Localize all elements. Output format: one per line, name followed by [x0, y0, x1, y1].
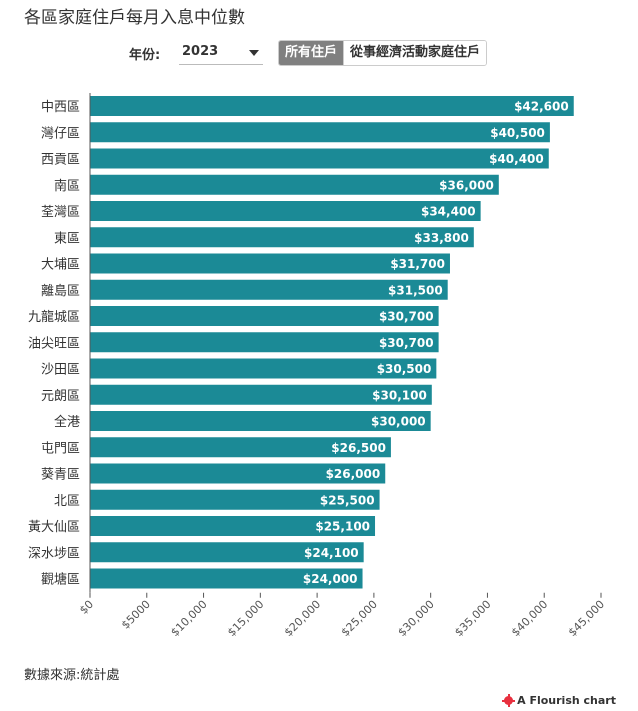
category-label: 北區 — [54, 494, 80, 509]
chart-title: 各區家庭住戶每月入息中位數 — [24, 8, 245, 28]
category-label: 觀塘區 — [41, 572, 80, 588]
category-label: 九龍城區 — [28, 309, 80, 325]
bar-value-label: $30,500 — [377, 362, 432, 376]
bars — [90, 96, 574, 589]
year-dropdown[interactable]: 2023 — [179, 40, 263, 65]
x-tick-label: $10,000 — [168, 598, 209, 639]
bar-value-label: $25,100 — [315, 520, 370, 534]
flourish-credit[interactable]: A Flourish chart — [502, 694, 616, 707]
year-dropdown-value: 2023 — [182, 44, 219, 59]
bar-value-label: $31,700 — [390, 257, 445, 271]
bar[interactable] — [90, 358, 437, 379]
bar-value-label: $36,000 — [439, 178, 494, 192]
flourish-logo-icon — [502, 694, 516, 707]
bar-value-label: $30,000 — [371, 415, 426, 429]
bar-value-label: $24,100 — [304, 546, 359, 560]
bar[interactable] — [90, 227, 474, 248]
category-label: 元朗區 — [41, 389, 80, 404]
bar-value-label: $24,000 — [303, 572, 358, 586]
x-tick-label: $0 — [77, 598, 96, 617]
bar[interactable] — [90, 411, 431, 431]
bar-value-label: $42,600 — [514, 100, 569, 114]
category-label: 灣仔區 — [41, 126, 80, 141]
x-tick-label: $35,000 — [452, 598, 493, 639]
category-label: 東區 — [54, 230, 80, 246]
category-label: 中西區 — [41, 100, 80, 115]
x-tick-label: $15,000 — [225, 598, 266, 639]
economically-active-households-button[interactable]: 從事經濟活動家庭住戶 — [343, 41, 487, 65]
bar-value-labels: $42,600 $40,500 $40,400 $36,000 $34,400 $33,8… — [303, 100, 569, 587]
bar-value-label: $26,000 — [326, 467, 381, 481]
year-label: 年份: — [129, 48, 161, 63]
x-tick-label: $30,000 — [395, 598, 436, 639]
category-label: 黃大仙區 — [28, 520, 80, 535]
bar-value-label: $34,400 — [421, 205, 476, 219]
chart-controls: 年份: 2023 所有住戶 從事經濟活動家庭住戶 — [0, 38, 638, 66]
bar-value-label: $30,700 — [379, 336, 434, 350]
bar[interactable] — [90, 148, 549, 169]
bar[interactable] — [90, 279, 448, 300]
category-label: 離島區 — [41, 284, 80, 299]
bar[interactable] — [90, 174, 499, 195]
category-label: 油尖旺區 — [28, 336, 80, 351]
bar-value-label: $33,800 — [414, 231, 469, 245]
source-note: 數據來源:統計處 — [24, 668, 120, 683]
bar[interactable] — [90, 516, 376, 536]
chevron-down-icon — [249, 50, 259, 56]
x-tick-label: $20,000 — [282, 598, 323, 639]
bar[interactable] — [90, 306, 439, 326]
category-label: 大埔區 — [41, 258, 80, 273]
household-type-toggle: 所有住戶 從事經濟活動家庭住戶 — [278, 40, 488, 66]
bar[interactable] — [90, 542, 364, 563]
category-label: 全港 — [54, 414, 80, 430]
category-label: 西貢區 — [41, 153, 80, 168]
bar[interactable] — [90, 122, 550, 143]
bar-value-label: $40,400 — [489, 152, 544, 166]
bar[interactable] — [90, 384, 432, 405]
bar[interactable] — [90, 201, 481, 221]
category-label: 荃灣區 — [41, 205, 80, 220]
bar-value-label: $26,500 — [331, 441, 386, 455]
bar[interactable] — [90, 437, 391, 458]
bar-value-label: $30,100 — [372, 388, 427, 402]
x-tick-label: $25,000 — [339, 598, 380, 639]
category-label: 屯門區 — [41, 441, 80, 456]
bar-value-label: $25,500 — [320, 493, 375, 507]
bar[interactable] — [90, 332, 439, 353]
bar-value-label: $30,700 — [379, 310, 434, 324]
x-tick-label: $45,000 — [566, 598, 607, 639]
all-households-button[interactable]: 所有住戶 — [279, 41, 344, 65]
category-label: 深水埗區 — [28, 546, 80, 561]
category-label: 葵青區 — [41, 468, 80, 483]
category-labels: 中西區灣仔區西貢區南區荃灣區東區大埔區離島區九龍城區油尖旺區沙田區元朗區全港屯門… — [28, 100, 80, 588]
category-label: 南區 — [54, 178, 80, 194]
x-tick-label: $40,000 — [509, 598, 550, 639]
bar[interactable] — [90, 463, 386, 484]
bar-value-label: $31,500 — [388, 283, 443, 297]
bar[interactable] — [90, 253, 450, 274]
x-tick-label: $5000 — [119, 598, 153, 632]
bar[interactable] — [90, 568, 363, 589]
bar[interactable] — [90, 489, 380, 510]
category-label: 沙田區 — [41, 363, 80, 378]
flourish-credit-label: A Flourish chart — [517, 694, 616, 707]
bar-value-label: $40,500 — [490, 126, 545, 140]
bar[interactable] — [90, 96, 574, 116]
